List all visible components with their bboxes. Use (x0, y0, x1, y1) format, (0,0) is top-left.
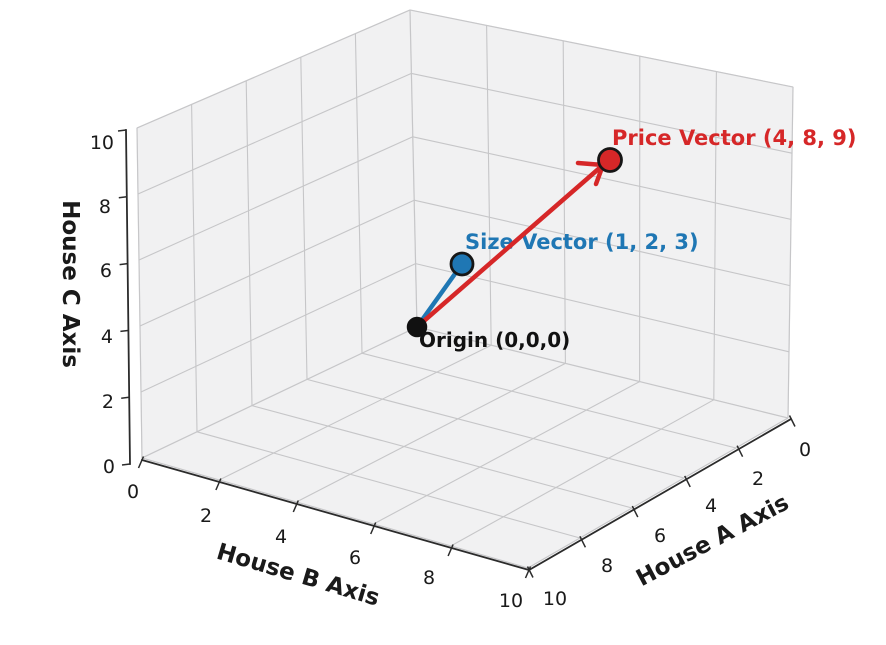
a-tick-label: 8 (601, 555, 613, 577)
right-wall-grid-vertical (486, 25, 794, 419)
floor-grid-b-lines (218, 344, 789, 569)
axes-panes (136, 9, 794, 569)
c-tick-label: 8 (99, 196, 111, 218)
b-tick-label: 0 (127, 481, 139, 503)
c-axis-spine (125, 129, 131, 465)
a-tick-label: 6 (654, 525, 666, 547)
b-tick-label: 8 (423, 567, 435, 589)
b-axis-spine (140, 458, 531, 572)
c-tick-label: 6 (100, 260, 112, 282)
right-wall-grid-horizontal (409, 9, 794, 419)
data-points (406, 147, 623, 338)
price-vector-point (597, 147, 623, 173)
c-axis-tick-labels: 10 8 6 4 2 0 (90, 132, 115, 478)
a-tick-label: 2 (752, 468, 764, 490)
floor-grid-a-lines (141, 352, 737, 569)
a-tick-label: 0 (799, 439, 811, 461)
c-tick-label: 0 (103, 456, 115, 478)
axis-spines (117, 129, 796, 579)
b-tick-label: 2 (200, 505, 212, 527)
a-tick-label: 10 (543, 588, 567, 610)
a-axis-ticks (526, 415, 796, 578)
c-axis-label: House C Axis (57, 200, 83, 368)
size-vector-line (414, 261, 465, 330)
origin-point (406, 316, 428, 338)
b-tick-label: 4 (275, 526, 287, 548)
a-tick-label: 4 (705, 495, 717, 517)
c-tick-label: 10 (90, 132, 114, 154)
left-wall-grid-vertical (136, 9, 418, 459)
size-vector-point (449, 251, 475, 277)
grid-lines (136, 9, 794, 569)
a-axis-spine (527, 417, 793, 572)
a-axis-tick-labels: 10 8 6 4 2 0 (543, 439, 811, 610)
size-vector-annotation: Size Vector (1, 2, 3) (465, 230, 699, 254)
b-axis-tick-labels: 0 2 4 6 8 10 (127, 481, 523, 612)
b-tick-label: 6 (349, 547, 361, 569)
point-annotations: Size Vector (1, 2, 3) Price Vector (4, 8… (419, 126, 856, 352)
price-vector-annotation: Price Vector (4, 8, 9) (612, 126, 856, 150)
left-wall-grid-horizontal (136, 9, 418, 459)
c-tick-label: 2 (102, 391, 114, 413)
c-axis-ticks (117, 129, 131, 466)
price-vector-line (414, 162, 606, 330)
origin-annotation: Origin (0,0,0) (419, 328, 570, 352)
b-tick-label: 10 (499, 590, 523, 612)
b-axis-ticks (137, 456, 532, 579)
c-tick-label: 4 (101, 326, 113, 348)
